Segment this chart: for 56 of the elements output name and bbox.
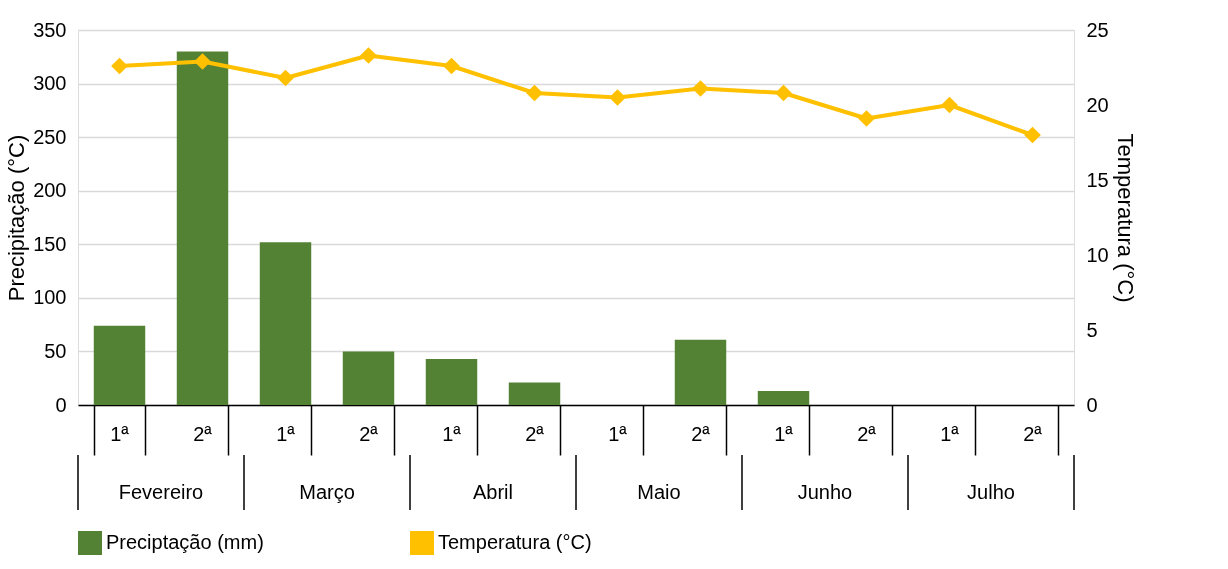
- y2-tick-label: 15: [1086, 168, 1109, 191]
- legend-label: Temperatura (°C): [438, 531, 592, 553]
- legend-label: Preciptação (mm): [106, 531, 264, 553]
- x-tick-label: 1ª: [276, 423, 296, 445]
- point: [277, 69, 294, 87]
- bar: [93, 325, 146, 405]
- x-tick-label: 2ª: [193, 423, 213, 445]
- y-tick-label: 250: [33, 125, 67, 148]
- bar: [674, 339, 727, 405]
- x-tick-label: 2ª: [1023, 423, 1043, 445]
- point: [775, 84, 792, 102]
- y-tick-label: 350: [33, 18, 67, 41]
- x-tick-label: 2ª: [359, 423, 379, 445]
- y2-tick-label: 0: [1086, 393, 1098, 416]
- y-axis-title: Precipitação (°C): [4, 134, 30, 302]
- y-tick-label: 150: [33, 232, 67, 255]
- y-tick-label: 100: [33, 286, 67, 309]
- point: [941, 96, 958, 114]
- x-tick-label: 1ª: [608, 423, 628, 445]
- point: [111, 57, 128, 75]
- y2-axis-title: Temperatura (°C): [1112, 133, 1138, 303]
- x-tick-label: 1ª: [442, 423, 462, 445]
- bar: [342, 351, 395, 405]
- text: Março: [299, 481, 355, 503]
- y2-tick-label: 5: [1086, 318, 1098, 341]
- bar: [259, 242, 312, 405]
- y-tick-label: 300: [33, 72, 67, 95]
- point: [194, 53, 211, 70]
- text: Fevereiro: [118, 481, 204, 503]
- y-tick-label: 0: [55, 393, 67, 416]
- y2-tick-label: 10: [1086, 243, 1109, 266]
- y-tick-label: 200: [33, 179, 67, 202]
- point: [858, 110, 875, 127]
- point: [1024, 126, 1041, 144]
- x-tick-label: 2ª: [525, 423, 545, 445]
- bar: [425, 358, 478, 405]
- x-tick-label: 2ª: [857, 423, 877, 445]
- bar: [176, 51, 229, 405]
- point: [609, 89, 626, 106]
- x-tick-label: 1ª: [110, 423, 130, 445]
- point: [360, 47, 377, 64]
- text: Junho: [797, 481, 853, 503]
- y2-tick-label: 25: [1086, 18, 1109, 41]
- text: Julho: [967, 481, 1015, 503]
- text: Abril: [472, 481, 514, 503]
- point: [443, 57, 460, 75]
- bar: [757, 391, 810, 405]
- y-tick-label: 50: [44, 339, 67, 362]
- x-tick-label: 1ª: [940, 423, 960, 445]
- point: [692, 80, 709, 97]
- x-tick-label: 1ª: [774, 423, 794, 445]
- point: [526, 84, 543, 102]
- x-tick-label: 2ª: [691, 423, 711, 445]
- bar: [508, 382, 561, 405]
- text: Maio: [637, 481, 681, 503]
- y2-tick-label: 20: [1086, 93, 1109, 116]
